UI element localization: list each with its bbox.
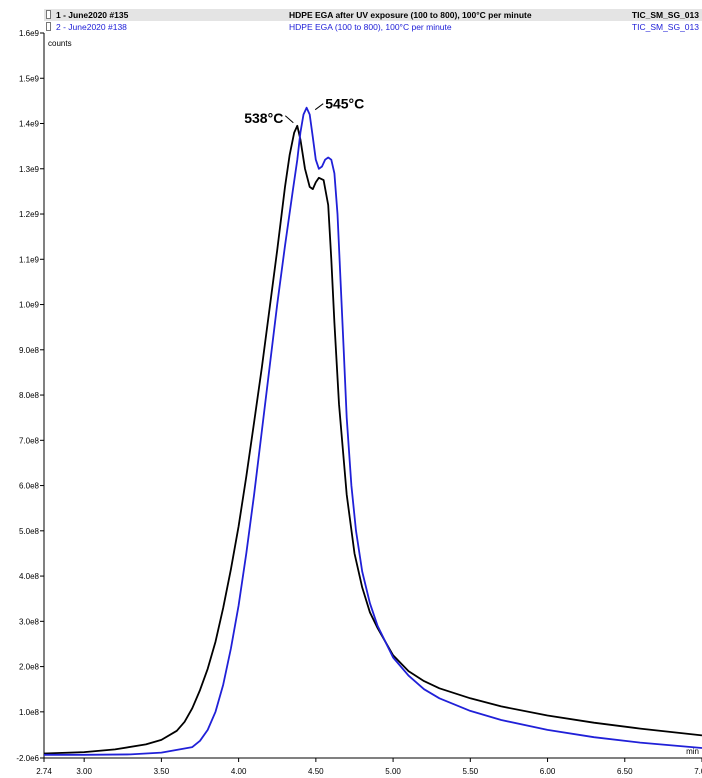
trace-1-id: TIC_SM_SG_013: [631, 10, 699, 20]
x-tick-label: 6.00: [540, 767, 556, 776]
chart-annotations: 538°C 545°C: [244, 96, 364, 126]
trace-row-1[interactable]: 1 - June2020 #135 HDPE EGA after UV expo…: [44, 9, 702, 21]
y-tick-label: 5.0e8: [19, 527, 40, 536]
x-tick-label: 6.50: [617, 767, 633, 776]
series-line-2: [44, 106, 702, 756]
x-tick-label: 5.00: [385, 767, 401, 776]
x-tick-label: 4.50: [308, 767, 324, 776]
y-tick-label: 1.5e9: [19, 74, 40, 83]
trace-row-2[interactable]: 2 - June2020 #138 HDPE EGA (100 to 800),…: [44, 21, 702, 33]
y-tick-label: 8.0e8: [19, 391, 40, 400]
x-tick-label: 7.00: [694, 767, 702, 776]
y-tick-label: 2.0e8: [19, 663, 40, 672]
annotation-label-2: 545°C: [325, 96, 364, 112]
y-axis-label: counts: [48, 39, 72, 48]
y-tick-label: 4.0e8: [19, 572, 40, 581]
chart-series: [43, 106, 702, 756]
x-tick-label: 3.50: [154, 767, 170, 776]
y-tick-label: 6.0e8: [19, 482, 40, 491]
trace-1-icon[interactable]: [46, 10, 51, 19]
y-tick-label: 1.3e9: [19, 165, 40, 174]
y-tick-label: 1.1e9: [19, 255, 40, 264]
y-tick-label: 1.0e9: [19, 301, 40, 310]
x-tick-label: 3.00: [76, 767, 92, 776]
trace-2-title: HDPE EGA (100 to 800), 100°C per minute: [289, 22, 452, 32]
trace-2-id: TIC_SM_SG_013: [631, 22, 699, 32]
trace-1-title: HDPE EGA after UV exposure (100 to 800),…: [289, 10, 532, 20]
annotation-label-1: 538°C: [244, 110, 283, 126]
y-tick-label: 3.0e8: [19, 617, 40, 626]
annotation-leader-1: [284, 115, 294, 124]
chart-axes: -2.0e6 1.0e8 2.0e8 3.0e8 4.0e8 5.0e8 6.0e8 7.0e…: [16, 29, 702, 776]
trace-header: 1 - June2020 #135 HDPE EGA after UV expo…: [0, 0, 702, 34]
y-tick-label: 1.4e9: [19, 120, 40, 129]
y-tick-label: 1.2e9: [19, 210, 40, 219]
x-tick-label: 2.74: [36, 767, 52, 776]
series-line-1: [43, 124, 702, 755]
annotation-leader-2: [314, 103, 324, 111]
trace-2-icon[interactable]: [46, 22, 51, 31]
x-tick-label: 4.00: [231, 767, 247, 776]
trace-1-name: 1 - June2020 #135: [56, 10, 129, 20]
y-tick-label: -2.0e6: [16, 754, 39, 763]
y-tick-label: 9.0e8: [19, 346, 40, 355]
y-tick-label: 1.6e9: [19, 29, 40, 38]
trace-2-name: 2 - June2020 #138: [56, 22, 127, 32]
x-tick-label: 5.50: [463, 767, 479, 776]
x-axis-label: min: [686, 747, 699, 756]
y-tick-label: 1.0e8: [19, 708, 40, 717]
y-tick-label: 7.0e8: [19, 436, 40, 445]
